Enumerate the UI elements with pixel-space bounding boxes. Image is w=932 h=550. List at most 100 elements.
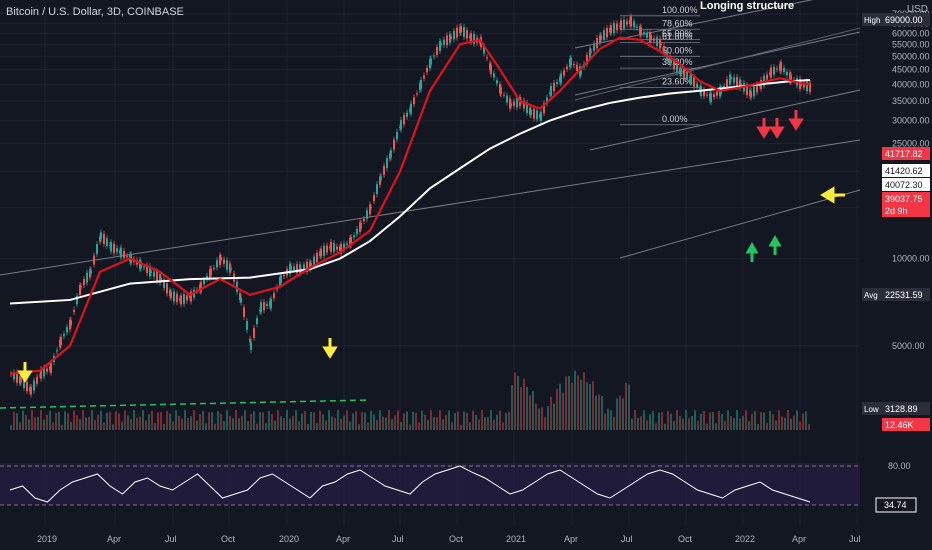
volume-bar (358, 424, 360, 430)
candle-body (86, 272, 88, 283)
volume-bar (253, 411, 255, 430)
volume-bar (79, 419, 81, 430)
candle-body (723, 86, 725, 88)
candle-body (646, 32, 648, 38)
volume-bar (490, 410, 492, 430)
candle-body (729, 74, 731, 85)
fib-label: 78.60% (662, 18, 693, 28)
volume-bar (661, 412, 663, 430)
volume-bar (328, 410, 330, 430)
fib-label: 61.80% (662, 32, 693, 42)
candle-body (703, 89, 705, 97)
candle-body (533, 108, 535, 119)
candle-body (543, 103, 545, 114)
volume-bar (400, 421, 402, 430)
volume-bar (187, 418, 189, 430)
candle-body (413, 97, 415, 105)
candle-body (626, 21, 628, 25)
candle-body (303, 264, 305, 272)
fib-label: 50.00% (662, 45, 693, 55)
candle-body (390, 150, 392, 158)
price-tick-label: 35000.00 (892, 96, 930, 106)
candle-body (293, 266, 295, 270)
volume-bar (610, 410, 612, 430)
candle-body (473, 34, 475, 44)
volume-bar (607, 408, 609, 430)
volume-bar (172, 421, 174, 430)
volume-bar (370, 410, 372, 430)
volume-bar (211, 412, 213, 430)
volume-bar (721, 413, 723, 430)
volume-bar (784, 417, 786, 430)
volume-bar (169, 413, 171, 430)
candle-body (786, 71, 788, 76)
candle-body (483, 45, 485, 54)
time-tick-label: 2021 (506, 534, 526, 544)
candle-body (246, 321, 248, 330)
candle-body (750, 91, 752, 98)
volume-bar (307, 424, 309, 430)
volume-bar (232, 418, 234, 430)
price-axis[interactable]: 70000.0065000.0060000.0055000.0050000.00… (862, 9, 930, 431)
candle-body (526, 102, 528, 113)
volume-bar (121, 421, 123, 430)
rsi-level-label: 80.00 (888, 461, 911, 471)
volume-bar (505, 412, 507, 430)
channel-line (619, 189, 861, 259)
red-arrow-icon (769, 118, 785, 139)
volume-bar (643, 410, 645, 430)
candle-body (553, 82, 555, 92)
candle-body (36, 376, 38, 384)
ema-path (9, 36, 811, 375)
candle-body (163, 279, 165, 288)
time-tick-label: 2019 (37, 534, 57, 544)
candle-body (410, 103, 412, 114)
candle-body (13, 372, 15, 380)
price-tick-label: 60000.00 (892, 28, 930, 38)
volume-bar (664, 423, 666, 430)
candle-body (30, 386, 32, 395)
candle-body (753, 86, 755, 97)
volume-bar (289, 418, 291, 430)
volume-bar (748, 421, 750, 430)
volume-bar (517, 375, 519, 430)
time-tick-label: Jul (849, 534, 861, 544)
candle-body (400, 120, 402, 130)
time-tick-label: Oct (678, 534, 693, 544)
candle-body (690, 73, 692, 84)
candle-body (426, 67, 428, 73)
volume-bar (676, 410, 678, 430)
volume-bar (154, 423, 156, 430)
candle-body (536, 110, 538, 120)
candle-body (230, 268, 232, 270)
candle-body (713, 94, 715, 98)
time-axis[interactable]: 2019 Apr Jul Oct 2020 Apr Jul Oct 2021 Apr Jul Oct 2… (37, 534, 861, 544)
candle-body (216, 260, 218, 268)
candle-body (566, 66, 568, 70)
volume-bar (409, 424, 411, 430)
volume-bar (484, 417, 486, 430)
volume-bar (10, 425, 12, 430)
volume-bar (565, 376, 567, 430)
volume-bar (706, 423, 708, 430)
candle-body (80, 286, 82, 288)
volume-bar (793, 415, 795, 430)
volume-bar (226, 410, 228, 430)
candle-body (43, 367, 45, 377)
price-label-box (882, 418, 930, 431)
candle-body (680, 68, 682, 76)
volume-bar (37, 416, 39, 430)
volume-bar (520, 387, 522, 430)
volume-bar (553, 403, 555, 430)
price-label-value: 12.46K (885, 420, 914, 430)
time-tick-label: Jul (621, 534, 633, 544)
volume-bar (754, 411, 756, 430)
volume-bar (529, 395, 531, 430)
candle-body (40, 369, 42, 379)
candle-body (123, 250, 125, 258)
volume-bar (433, 416, 435, 430)
candle-body (386, 158, 388, 168)
volume-bar (472, 410, 474, 430)
price-label-value: 2d 9h (885, 206, 908, 216)
